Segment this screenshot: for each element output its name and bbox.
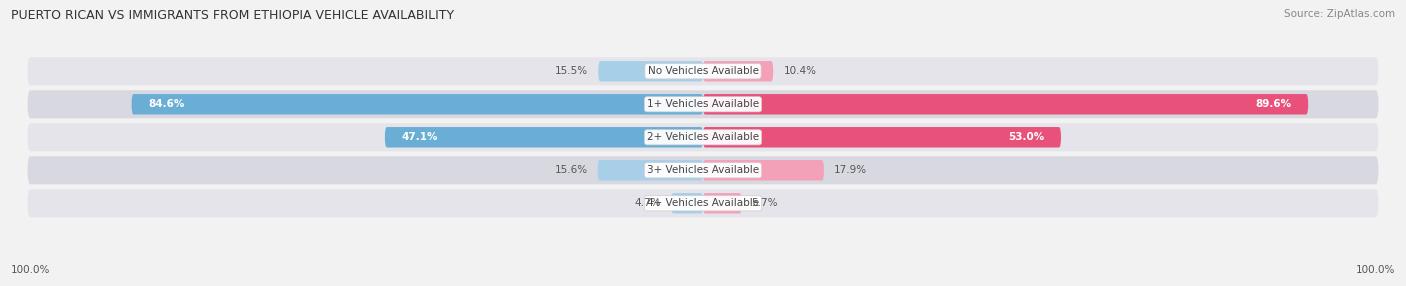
Text: 1+ Vehicles Available: 1+ Vehicles Available	[647, 99, 759, 109]
Text: 2+ Vehicles Available: 2+ Vehicles Available	[647, 132, 759, 142]
FancyBboxPatch shape	[703, 61, 773, 82]
Text: 47.1%: 47.1%	[402, 132, 439, 142]
FancyBboxPatch shape	[385, 127, 703, 148]
FancyBboxPatch shape	[28, 123, 1378, 151]
FancyBboxPatch shape	[599, 61, 703, 82]
Text: Source: ZipAtlas.com: Source: ZipAtlas.com	[1284, 9, 1395, 19]
Text: 3+ Vehicles Available: 3+ Vehicles Available	[647, 165, 759, 175]
Text: 84.6%: 84.6%	[149, 99, 184, 109]
Text: 15.6%: 15.6%	[554, 165, 588, 175]
Text: 5.7%: 5.7%	[752, 198, 778, 208]
Text: No Vehicles Available: No Vehicles Available	[648, 66, 758, 76]
FancyBboxPatch shape	[598, 160, 703, 180]
Text: 100.0%: 100.0%	[1355, 265, 1395, 275]
Text: 17.9%: 17.9%	[834, 165, 868, 175]
FancyBboxPatch shape	[703, 193, 741, 214]
FancyBboxPatch shape	[703, 160, 824, 180]
Text: 10.4%: 10.4%	[783, 66, 817, 76]
FancyBboxPatch shape	[703, 127, 1062, 148]
FancyBboxPatch shape	[28, 57, 1378, 85]
FancyBboxPatch shape	[671, 193, 703, 214]
Text: 89.6%: 89.6%	[1256, 99, 1291, 109]
FancyBboxPatch shape	[703, 94, 1308, 114]
Text: 15.5%: 15.5%	[555, 66, 588, 76]
Text: PUERTO RICAN VS IMMIGRANTS FROM ETHIOPIA VEHICLE AVAILABILITY: PUERTO RICAN VS IMMIGRANTS FROM ETHIOPIA…	[11, 9, 454, 21]
Text: 100.0%: 100.0%	[11, 265, 51, 275]
Text: 53.0%: 53.0%	[1008, 132, 1045, 142]
Text: 4.7%: 4.7%	[634, 198, 661, 208]
FancyBboxPatch shape	[132, 94, 703, 114]
FancyBboxPatch shape	[28, 90, 1378, 118]
FancyBboxPatch shape	[28, 189, 1378, 217]
FancyBboxPatch shape	[28, 156, 1378, 184]
Text: 4+ Vehicles Available: 4+ Vehicles Available	[647, 198, 759, 208]
